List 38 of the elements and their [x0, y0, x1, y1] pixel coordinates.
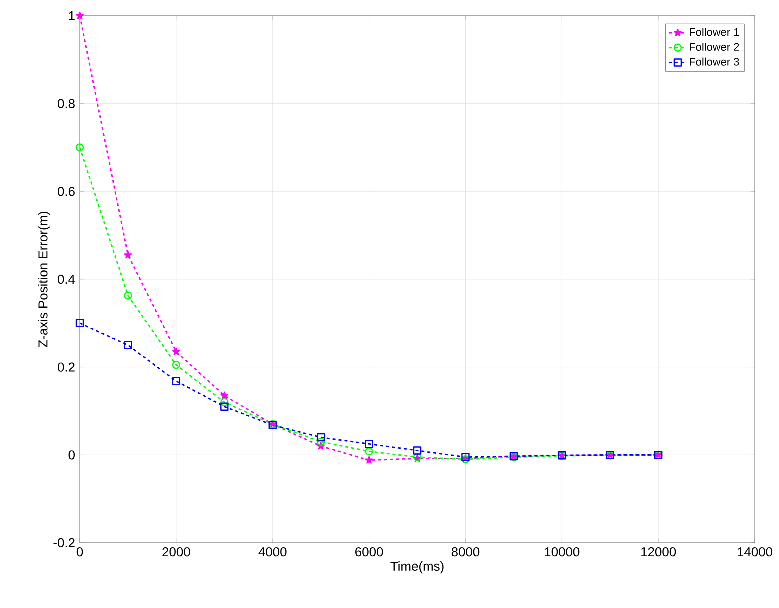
point [124, 292, 132, 300]
legend-label: Follower 3 [690, 58, 740, 66]
point [172, 348, 180, 356]
point [220, 392, 229, 400]
y-tick-label: -0.2 [54, 538, 75, 548]
y-tick-label: 0.6 [58, 187, 75, 196]
x-axis-title: Time(ms) [390, 562, 444, 574]
y-tick-label: 1 [69, 12, 75, 20]
point [413, 446, 422, 455]
x-tick-label: 14000 [738, 548, 773, 557]
point [76, 12, 84, 20]
point [172, 361, 181, 370]
point [365, 440, 374, 448]
point [172, 377, 181, 386]
point [316, 438, 326, 446]
y-tick-label: 0.2 [58, 362, 75, 372]
legend-label: Follower 1 [690, 28, 740, 36]
x-tick-label: 6000 [356, 548, 384, 557]
x-tick-label: 0 [76, 548, 84, 557]
y-tick-label: 0 [68, 450, 75, 460]
x-tick-label: 2000 [162, 548, 190, 557]
point [76, 144, 84, 152]
x-tick-label: 12000 [642, 548, 676, 557]
point [220, 398, 229, 407]
y-axis-title: Z-axis Position Error(m) [38, 212, 50, 348]
x-tick-label: 4000 [258, 548, 287, 557]
point [76, 319, 84, 328]
point [316, 433, 326, 442]
point [365, 456, 374, 464]
y-tick-label: 0.8 [58, 99, 75, 108]
point [220, 402, 229, 411]
point [365, 448, 374, 456]
y-tick-label: 0.4 [58, 274, 76, 284]
x-tick-label: 10000 [545, 548, 580, 557]
point [124, 341, 132, 350]
point [124, 251, 132, 259]
x-tick-label: 8000 [452, 548, 480, 557]
legend-label: Follower 2 [690, 42, 740, 51]
